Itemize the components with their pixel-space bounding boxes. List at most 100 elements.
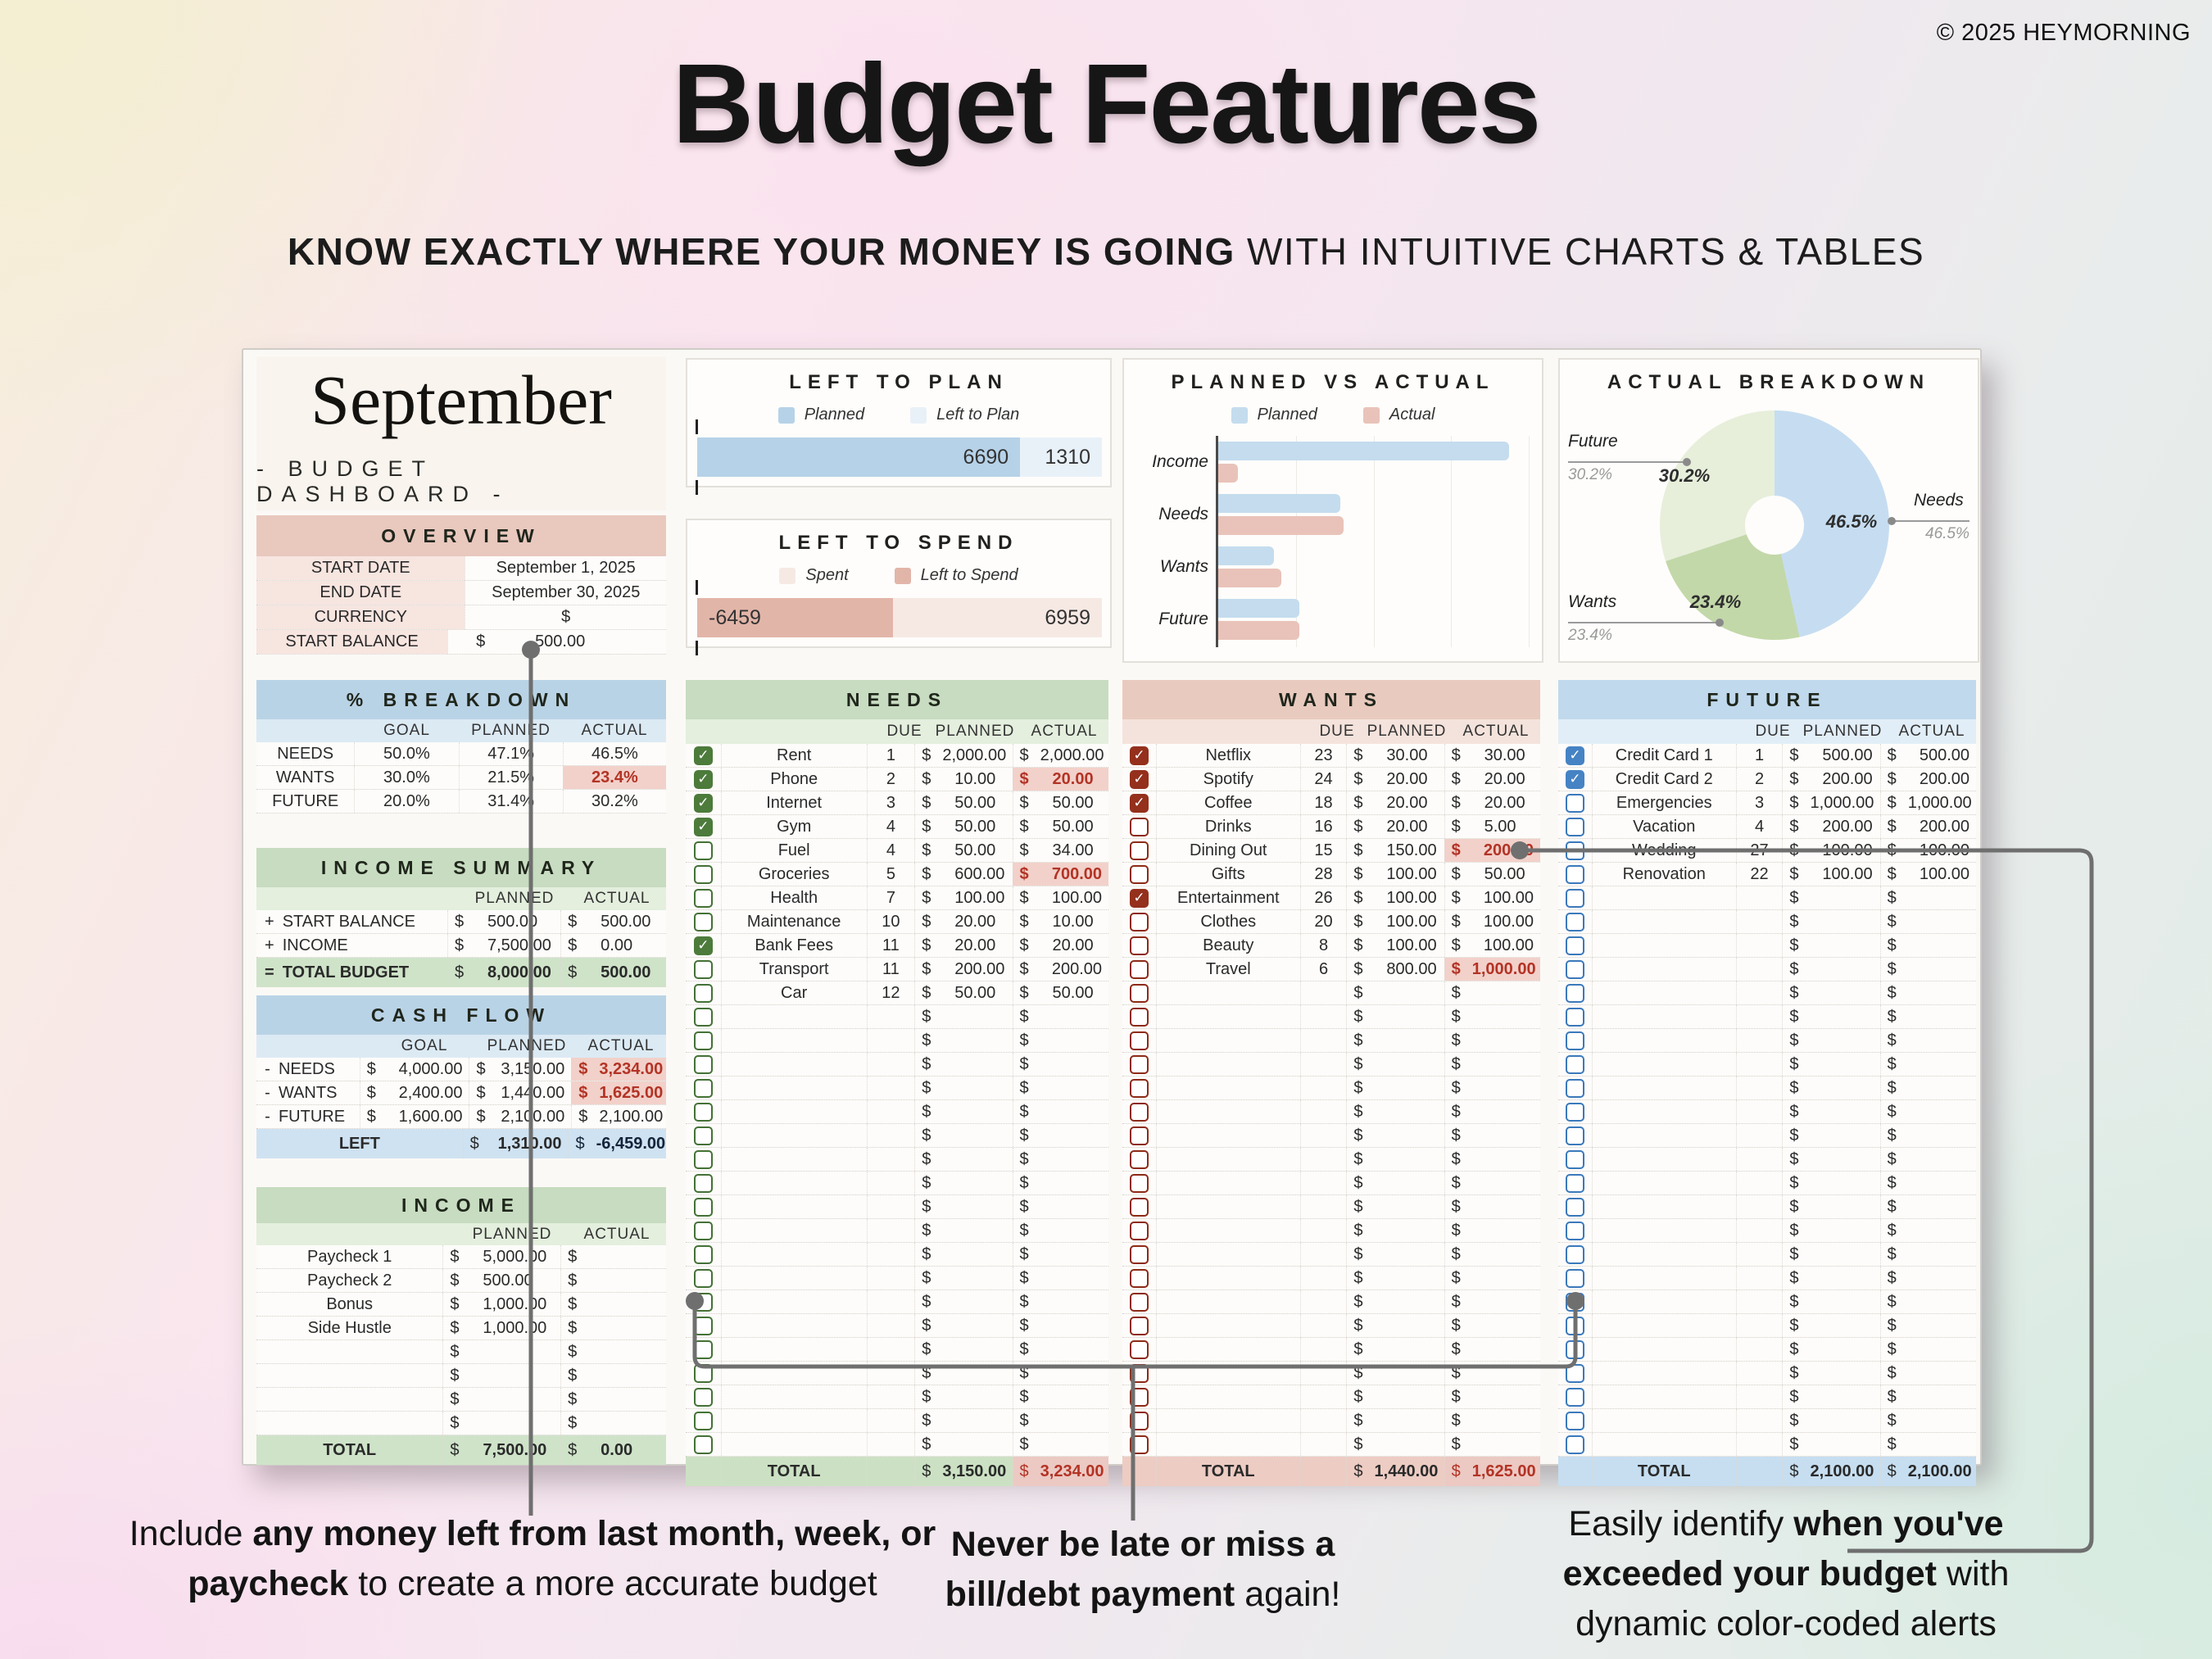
- item-name[interactable]: Dining Out: [1155, 839, 1300, 862]
- actual-value[interactable]: $: [1444, 1219, 1540, 1242]
- planned-value[interactable]: $: [1346, 1267, 1444, 1290]
- item-name[interactable]: Bonus: [326, 1294, 374, 1313]
- checkbox-unchecked[interactable]: [693, 1149, 713, 1169]
- actual-value[interactable]: $: [1444, 1077, 1540, 1099]
- actual-value[interactable]: $: [1879, 1100, 1976, 1123]
- planned-value[interactable]: $2,000.00: [914, 744, 1012, 767]
- item-name[interactable]: [1591, 1077, 1736, 1099]
- checkbox-unchecked[interactable]: [693, 864, 713, 884]
- actual-value[interactable]: $: [1879, 886, 1976, 909]
- item-name[interactable]: [1155, 1362, 1300, 1385]
- item-name[interactable]: Groceries: [720, 863, 867, 886]
- planned-value[interactable]: $1,440.00: [469, 1081, 571, 1104]
- checkbox-unchecked[interactable]: [1565, 936, 1584, 955]
- actual-value[interactable]: $100.00: [1444, 886, 1540, 909]
- planned-value[interactable]: $100.00: [1346, 886, 1444, 909]
- planned-value[interactable]: $: [1782, 1005, 1879, 1028]
- item-name[interactable]: [256, 1340, 442, 1363]
- actual-value[interactable]: 30.2%: [562, 790, 666, 813]
- checkbox-unchecked[interactable]: [1565, 888, 1584, 908]
- item-name[interactable]: [1155, 1433, 1300, 1456]
- actual-total[interactable]: $0.00: [560, 1435, 666, 1465]
- checkbox-unchecked[interactable]: [1565, 793, 1584, 813]
- item-name[interactable]: [1155, 1172, 1300, 1194]
- actual-value[interactable]: $: [560, 1245, 666, 1268]
- checkbox-unchecked[interactable]: [1565, 959, 1584, 979]
- due-day[interactable]: [1735, 1409, 1783, 1432]
- item-name[interactable]: Renovation: [1591, 863, 1736, 886]
- due-day[interactable]: [1735, 1077, 1783, 1099]
- actual-value[interactable]: $: [560, 1364, 666, 1387]
- item-name[interactable]: Entertainment: [1155, 886, 1300, 909]
- actual-value[interactable]: $200.00: [1012, 958, 1108, 981]
- checkbox-checked[interactable]: ✓: [693, 769, 713, 789]
- item-name[interactable]: [1155, 1100, 1300, 1123]
- actual-value[interactable]: $: [1444, 1029, 1540, 1052]
- actual-value[interactable]: $: [1444, 1195, 1540, 1218]
- planned-value[interactable]: $20.00: [914, 934, 1012, 957]
- planned-value[interactable]: $: [1782, 1243, 1879, 1266]
- due-day[interactable]: [866, 1219, 915, 1242]
- planned-value[interactable]: $20.00: [914, 910, 1012, 933]
- actual-value[interactable]: $: [1012, 1362, 1108, 1385]
- checkbox-checked[interactable]: ✓: [1129, 746, 1149, 765]
- goal-value[interactable]: 20.0%: [354, 790, 458, 813]
- checkbox-unchecked[interactable]: [1565, 1435, 1584, 1454]
- item-name[interactable]: [720, 1314, 867, 1337]
- actual-value[interactable]: $: [1444, 1314, 1540, 1337]
- due-day[interactable]: 8: [1299, 934, 1347, 957]
- planned-value[interactable]: $: [914, 1314, 1012, 1337]
- actual-value[interactable]: $: [1012, 1243, 1108, 1266]
- overview-value[interactable]: $: [465, 605, 666, 629]
- checkbox-unchecked[interactable]: [1129, 1197, 1149, 1217]
- planned-value[interactable]: $200.00: [1782, 815, 1879, 838]
- actual-value[interactable]: $: [1012, 1148, 1108, 1171]
- due-day[interactable]: 4: [1735, 815, 1783, 838]
- overview-value[interactable]: September 30, 2025: [465, 581, 666, 605]
- item-name[interactable]: [1591, 1053, 1736, 1076]
- item-name[interactable]: Credit Card 1: [1591, 744, 1736, 767]
- item-name[interactable]: Transport: [720, 958, 867, 981]
- actual-value[interactable]: $: [1012, 1077, 1108, 1099]
- due-day[interactable]: [1735, 1005, 1783, 1028]
- planned-value[interactable]: $: [914, 1005, 1012, 1028]
- item-name[interactable]: [720, 1029, 867, 1052]
- actual-value[interactable]: $: [1444, 1053, 1540, 1076]
- item-name[interactable]: [720, 1338, 867, 1361]
- checkbox-unchecked[interactable]: [1565, 1411, 1584, 1430]
- item-name[interactable]: Gym: [720, 815, 867, 838]
- planned-value[interactable]: $: [914, 1409, 1012, 1432]
- checkbox-unchecked[interactable]: [1129, 1149, 1149, 1169]
- item-name[interactable]: [1591, 1385, 1736, 1408]
- due-day[interactable]: [1735, 1172, 1783, 1194]
- checkbox-unchecked[interactable]: [1129, 983, 1149, 1003]
- checkbox-checked[interactable]: ✓: [693, 817, 713, 836]
- item-name[interactable]: [256, 1388, 442, 1411]
- item-name[interactable]: [1591, 1195, 1736, 1218]
- checkbox-unchecked[interactable]: [1565, 864, 1584, 884]
- planned-value[interactable]: $: [1346, 1433, 1444, 1456]
- item-name[interactable]: [720, 1219, 867, 1242]
- planned-value[interactable]: $200.00: [914, 958, 1012, 981]
- goal-value[interactable]: $2,400.00: [359, 1081, 469, 1104]
- due-day[interactable]: 4: [866, 815, 915, 838]
- item-name[interactable]: Emergencies: [1591, 791, 1736, 814]
- checkbox-unchecked[interactable]: [693, 1387, 713, 1407]
- planned-value[interactable]: $50.00: [914, 981, 1012, 1004]
- item-name[interactable]: [256, 1364, 442, 1387]
- due-day[interactable]: [866, 1195, 915, 1218]
- actual-value[interactable]: $1,000.00: [1444, 958, 1540, 981]
- checkbox-unchecked[interactable]: [693, 1292, 713, 1312]
- planned-value[interactable]: $50.00: [914, 791, 1012, 814]
- due-day[interactable]: 2: [1735, 768, 1783, 791]
- checkbox-unchecked[interactable]: [1129, 1411, 1149, 1430]
- planned-value[interactable]: $2,100.00: [469, 1105, 571, 1128]
- due-day[interactable]: [1299, 1077, 1347, 1099]
- planned-value[interactable]: $: [1346, 1005, 1444, 1028]
- checkbox-unchecked[interactable]: [1129, 1221, 1149, 1240]
- planned-value[interactable]: $: [914, 1029, 1012, 1052]
- actual-value[interactable]: $: [1012, 1267, 1108, 1290]
- planned-value[interactable]: $: [1346, 1029, 1444, 1052]
- overview-value[interactable]: September 1, 2025: [465, 556, 666, 580]
- actual-value[interactable]: $: [1444, 1172, 1540, 1194]
